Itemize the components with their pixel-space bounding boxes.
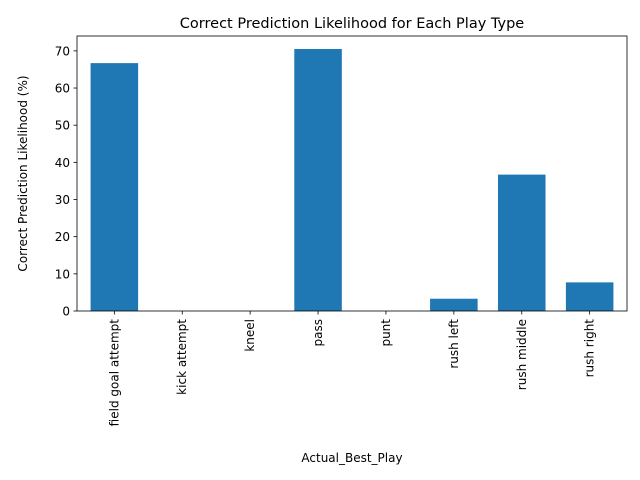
x-tick-label: kick attempt (175, 319, 189, 395)
y-tick-label: 40 (55, 156, 70, 170)
x-tick-label: kneel (243, 319, 257, 352)
plot-frame (76, 35, 628, 312)
chart-title: Correct Prediction Likelihood for Each P… (180, 16, 524, 32)
bars-layer (90, 49, 614, 312)
y-tick-label: 10 (55, 267, 70, 281)
bar-rush-middle (497, 174, 546, 311)
y-ticks: 0 10 20 30 40 50 60 70 (55, 44, 77, 319)
x-tick-label: rush middle (515, 319, 529, 390)
x-tick-label: rush left (447, 319, 461, 369)
x-tick-label: field goal attempt (107, 319, 121, 427)
x-tick-label: rush right (583, 319, 597, 378)
y-tick-label: 70 (55, 44, 70, 58)
bar-pass (294, 49, 342, 312)
bar-rush-right (565, 282, 614, 311)
x-tick-label: pass (311, 319, 325, 346)
y-tick-label: 0 (62, 305, 70, 319)
y-tick-label: 50 (55, 119, 70, 133)
y-tick-label: 20 (55, 230, 70, 244)
bar-field-goal-attempt (90, 63, 139, 311)
bar-rush-left (430, 298, 478, 311)
x-axis-title: Actual_Best_Play (301, 451, 402, 465)
x-tick-label: punt (379, 319, 393, 347)
x-ticks: field goal attempt kick attempt kneel pass p… (107, 311, 597, 427)
y-axis-title: Correct Prediction Likelihood (%) (16, 75, 30, 271)
y-tick-label: 30 (55, 193, 70, 207)
y-tick-label: 60 (55, 82, 70, 96)
